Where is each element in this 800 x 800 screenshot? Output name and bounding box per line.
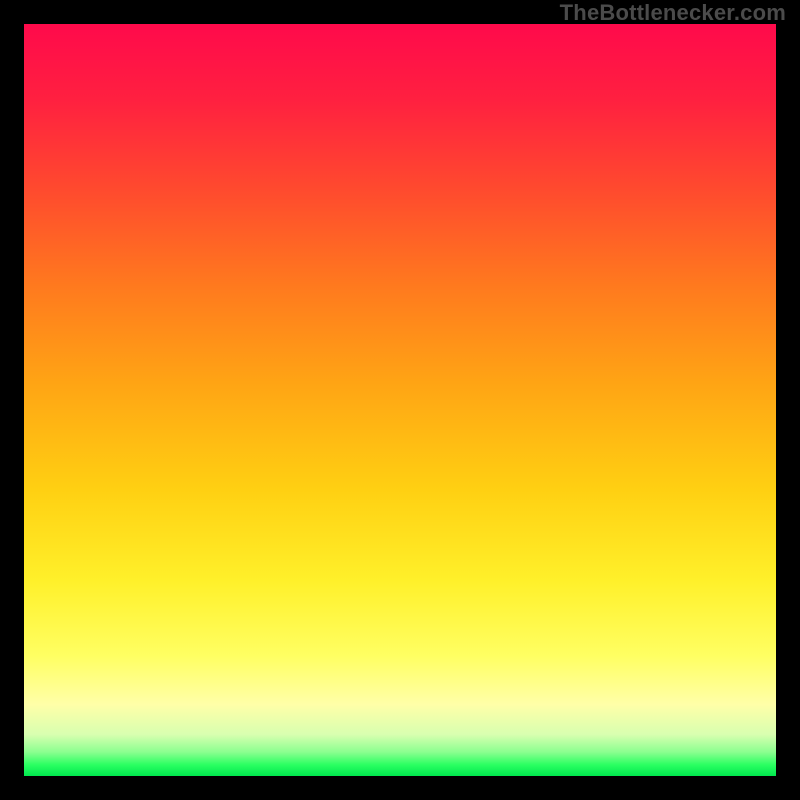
curve-layer bbox=[24, 24, 776, 776]
chart-frame: TheBottlenecker.com bbox=[0, 0, 800, 800]
plot-area bbox=[24, 24, 776, 776]
watermark-text: TheBottlenecker.com bbox=[560, 0, 786, 26]
